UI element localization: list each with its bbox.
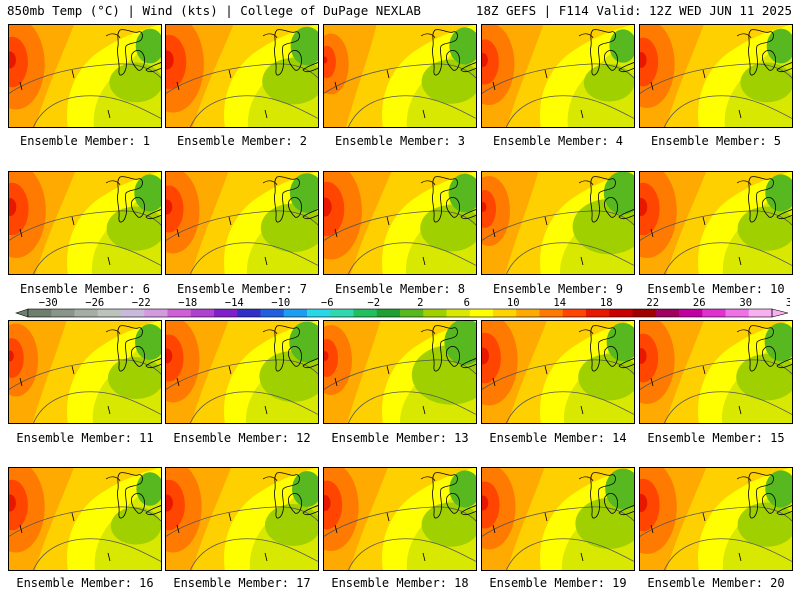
colorbar-swatch [214, 309, 238, 317]
colorbar-tick-label: −18 [178, 297, 197, 309]
ensemble-member-map [481, 467, 635, 571]
ensemble-member-map [8, 467, 162, 571]
colorbar-tick-label: 10 [507, 297, 520, 309]
colorbar-tick-label: −10 [271, 297, 290, 309]
ensemble-member-map [165, 467, 319, 571]
ensemble-member-label: Ensemble Member: 9 [492, 282, 624, 296]
colorbar-tick-label: −2 [367, 297, 380, 309]
ensemble-member-label: Ensemble Member: 12 [173, 431, 311, 445]
colorbar-swatch [28, 309, 52, 317]
ensemble-member-label: Ensemble Member: 19 [489, 576, 627, 590]
colorbar-tick-label: −6 [321, 297, 334, 309]
ensemble-member-map [639, 24, 793, 128]
colorbar-swatch [307, 309, 331, 317]
colorbar-swatch [539, 309, 564, 317]
ensemble-member-label: Ensemble Member: 18 [331, 576, 469, 590]
colorbar-swatch [725, 309, 750, 317]
ensemble-member-label: Ensemble Member: 7 [176, 282, 308, 296]
ensemble-member-map [8, 24, 162, 128]
colorbar-swatch [655, 309, 680, 317]
ensemble-member-map [323, 24, 477, 128]
colorbar-swatch [586, 309, 610, 317]
ensemble-member-map [481, 171, 635, 275]
colorbar-swatch [469, 309, 494, 317]
ensemble-member-label: Ensemble Member: 2 [176, 134, 308, 148]
colorbar-swatch [190, 309, 215, 317]
colorbar-swatch [74, 309, 99, 317]
ensemble-member-map [323, 171, 477, 275]
colorbar-swatch [516, 309, 540, 317]
colorbar-swatch [376, 309, 401, 317]
colorbar-tick-label: 30 [739, 297, 752, 309]
colorbar-swatch [632, 309, 657, 317]
colorbar-swatch [353, 309, 378, 317]
colorbar-swatch [423, 309, 447, 317]
ensemble-member-label: Ensemble Member: 4 [492, 134, 624, 148]
ensemble-member-label: Ensemble Member: 20 [647, 576, 785, 590]
ensemble-member-label: Ensemble Member: 6 [19, 282, 151, 296]
ensemble-member-map [481, 24, 635, 128]
colorbar-tick-label: 22 [646, 297, 659, 309]
ensemble-member-map [165, 320, 319, 424]
colorbar-swatch [446, 309, 471, 317]
colorbar-swatch [144, 309, 168, 317]
ensemble-member-label: Ensemble Member: 17 [173, 576, 311, 590]
ensemble-member-map [323, 467, 477, 571]
colorbar-swatch [748, 309, 773, 317]
ensemble-member-label: Ensemble Member: 3 [334, 134, 466, 148]
colorbar-swatch [51, 309, 75, 317]
colorbar-swatch [330, 309, 354, 317]
colorbar-swatch [562, 309, 587, 317]
ensemble-member-map [481, 320, 635, 424]
colorbar-swatch [493, 309, 517, 317]
ensemble-member-map [165, 24, 319, 128]
colorbar-tick-label: 18 [600, 297, 613, 309]
colorbar-swatch [167, 309, 192, 317]
colorbar-swatch [679, 309, 703, 317]
colorbar-tick-label: −14 [225, 297, 244, 309]
colorbar-swatch [283, 309, 308, 317]
model-valid-time: 18Z GEFS | F114 Valid: 12Z WED JUN 11 20… [475, 3, 792, 18]
colorbar-swatch [260, 309, 285, 317]
colorbar-swatch [702, 309, 726, 317]
ensemble-member-map [323, 320, 477, 424]
ensemble-member-label: Ensemble Member: 5 [650, 134, 782, 148]
ensemble-member-label: Ensemble Member: 14 [489, 431, 627, 445]
ensemble-member-label: Ensemble Member: 16 [16, 576, 154, 590]
ensemble-member-map [165, 171, 319, 275]
colorbar-tick-label: −22 [132, 297, 151, 309]
colorbar-tick-label: −30 [39, 297, 58, 309]
colorbar-tick-label: −26 [85, 297, 104, 309]
colorbar-tick-label: 34 [786, 297, 790, 309]
ensemble-member-label: Ensemble Member: 1 [19, 134, 151, 148]
colorbar-swatch [400, 309, 424, 317]
ensemble-member-map [639, 171, 793, 275]
colorbar-swatch [97, 309, 122, 317]
colorbar-swatch [121, 309, 145, 317]
colorbar-tick-label: 26 [693, 297, 706, 309]
ensemble-member-label: Ensemble Member: 8 [334, 282, 466, 296]
temperature-colorbar: −30−26−22−18−14−10−6−2261014182226303438… [15, 297, 790, 318]
colorbar-tick-label: 2 [417, 297, 423, 309]
colorbar-swatch [237, 309, 261, 317]
ensemble-member-map [639, 320, 793, 424]
map-title: 850mb Temp (°C) | Wind (kts) | College o… [7, 3, 421, 18]
ensemble-member-map [8, 171, 162, 275]
colorbar-tick-label: 14 [553, 297, 566, 309]
ensemble-member-label: Ensemble Member: 15 [647, 431, 785, 445]
ensemble-member-map [8, 320, 162, 424]
ensemble-member-label: Ensemble Member: 11 [16, 431, 154, 445]
colorbar-tick-label: 6 [464, 297, 470, 309]
ensemble-member-map [639, 467, 793, 571]
colorbar-swatch [609, 309, 633, 317]
ensemble-member-label: Ensemble Member: 10 [647, 282, 785, 296]
ensemble-member-label: Ensemble Member: 13 [331, 431, 469, 445]
